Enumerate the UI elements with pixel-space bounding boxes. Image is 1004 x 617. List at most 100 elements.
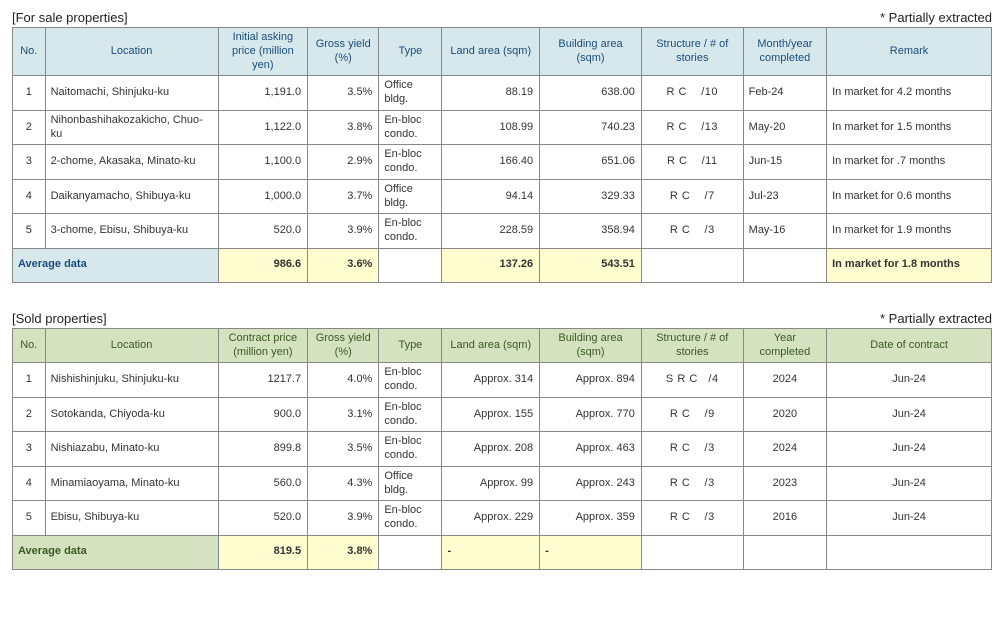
cell-building: Approx. 243 [540, 466, 642, 501]
table-row: 53-chome, Ebisu, Shibuya-ku520.03.9%En-b… [13, 214, 992, 249]
cell-structure: R C /3 [641, 501, 743, 536]
cell-building: 740.23 [540, 110, 642, 145]
table-row: 2Sotokanda, Chiyoda-ku900.03.1%En-bloc c… [13, 397, 992, 432]
cell-completed: Jun-15 [743, 145, 826, 180]
for-sale-note: * Partially extracted [880, 10, 992, 25]
cell-type: En-bloc condo. [379, 145, 442, 180]
cell-structure: R C /3 [641, 432, 743, 467]
cell-structure: R C /3 [641, 214, 743, 249]
cell-type: Office bldg. [379, 179, 442, 214]
cell-location: Ebisu, Shibuya-ku [45, 501, 218, 536]
for-sale-tbody: 1Naitomachi, Shinjuku-ku1,191.03.5%Offic… [13, 76, 992, 249]
avg-remark [827, 535, 992, 569]
col-completed: Year completed [743, 328, 826, 363]
cell-land: Approx. 208 [442, 432, 540, 467]
cell-land: Approx. 229 [442, 501, 540, 536]
cell-location: 3-chome, Ebisu, Shibuya-ku [45, 214, 218, 249]
avg-land: 137.26 [442, 248, 540, 282]
cell-remark: In market for .7 months [827, 145, 992, 180]
col-type: Type [379, 328, 442, 363]
col-location: Location [45, 28, 218, 76]
cell-type: Office bldg. [379, 466, 442, 501]
cell-remark: In market for 4.2 months [827, 76, 992, 111]
cell-yield: 3.7% [308, 179, 379, 214]
for-sale-table: No. Location Initial asking price (milli… [12, 27, 992, 283]
avg-label: Average data [13, 248, 219, 282]
cell-type: En-bloc condo. [379, 363, 442, 398]
sold-title: [Sold properties] [12, 311, 107, 326]
sold-thead: No. Location Contract price (million yen… [13, 328, 992, 363]
cell-type: En-bloc condo. [379, 110, 442, 145]
for-sale-thead: No. Location Initial asking price (milli… [13, 28, 992, 76]
cell-remark: In market for 1.5 months [827, 110, 992, 145]
table-header-row: No. Location Contract price (million yen… [13, 328, 992, 363]
for-sale-title: [For sale properties] [12, 10, 128, 25]
avg-structure [641, 535, 743, 569]
cell-building: 638.00 [540, 76, 642, 111]
cell-yield: 3.5% [308, 432, 379, 467]
cell-type: En-bloc condo. [379, 214, 442, 249]
col-structure: Structure / # of stories [641, 328, 743, 363]
cell-completed: Jul-23 [743, 179, 826, 214]
cell-no: 2 [13, 397, 46, 432]
cell-remark: Jun-24 [827, 363, 992, 398]
cell-yield: 4.3% [308, 466, 379, 501]
col-building: Building area (sqm) [540, 28, 642, 76]
cell-location: Nishishinjuku, Shinjuku-ku [45, 363, 218, 398]
table-row: 4Minamiaoyama, Minato-ku560.04.3%Office … [13, 466, 992, 501]
table-row: 3Nishiazabu, Minato-ku899.83.5%En-bloc c… [13, 432, 992, 467]
col-yield: Gross yield (%) [308, 28, 379, 76]
cell-type: En-bloc condo. [379, 432, 442, 467]
cell-yield: 3.9% [308, 214, 379, 249]
cell-price: 900.0 [218, 397, 308, 432]
cell-no: 2 [13, 110, 46, 145]
cell-land: Approx. 314 [442, 363, 540, 398]
col-type: Type [379, 28, 442, 76]
avg-price: 819.5 [218, 535, 308, 569]
col-land: Land area (sqm) [442, 328, 540, 363]
cell-building: Approx. 359 [540, 501, 642, 536]
cell-price: 520.0 [218, 501, 308, 536]
cell-completed: Feb-24 [743, 76, 826, 111]
for-sale-header: [For sale properties] * Partially extrac… [12, 10, 992, 25]
cell-price: 1,191.0 [218, 76, 308, 111]
cell-no: 1 [13, 363, 46, 398]
cell-price: 1,100.0 [218, 145, 308, 180]
col-price: Initial asking price (million yen) [218, 28, 308, 76]
cell-type: En-bloc condo. [379, 397, 442, 432]
cell-structure: S R C /4 [641, 363, 743, 398]
avg-land: - [442, 535, 540, 569]
cell-structure: R C /10 [641, 76, 743, 111]
cell-structure: R C /9 [641, 397, 743, 432]
sold-header: [Sold properties] * Partially extracted [12, 311, 992, 326]
cell-no: 4 [13, 179, 46, 214]
avg-completed [743, 248, 826, 282]
sold-note: * Partially extracted [880, 311, 992, 326]
cell-completed: 2016 [743, 501, 826, 536]
avg-yield: 3.8% [308, 535, 379, 569]
avg-structure [641, 248, 743, 282]
avg-building: 543.51 [540, 248, 642, 282]
for-sale-section: [For sale properties] * Partially extrac… [12, 10, 992, 283]
cell-price: 520.0 [218, 214, 308, 249]
cell-yield: 4.0% [308, 363, 379, 398]
cell-remark: In market for 1.9 months [827, 214, 992, 249]
cell-price: 1,122.0 [218, 110, 308, 145]
table-row: 2Nihonbashihakozakicho, Chuo-ku1,122.03.… [13, 110, 992, 145]
cell-remark: Jun-24 [827, 397, 992, 432]
avg-completed [743, 535, 826, 569]
cell-no: 4 [13, 466, 46, 501]
sold-table: No. Location Contract price (million yen… [12, 328, 992, 570]
cell-location: Minamiaoyama, Minato-ku [45, 466, 218, 501]
cell-completed: 2024 [743, 363, 826, 398]
col-structure: Structure / # of stories [641, 28, 743, 76]
cell-no: 1 [13, 76, 46, 111]
cell-building: Approx. 770 [540, 397, 642, 432]
cell-location: Nihonbashihakozakicho, Chuo-ku [45, 110, 218, 145]
cell-no: 3 [13, 145, 46, 180]
cell-land: 88.19 [442, 76, 540, 111]
cell-remark: Jun-24 [827, 466, 992, 501]
table-row: 4Daikanyamacho, Shibuya-ku1,000.03.7%Off… [13, 179, 992, 214]
col-yield: Gross yield (%) [308, 328, 379, 363]
cell-type: Office bldg. [379, 76, 442, 111]
